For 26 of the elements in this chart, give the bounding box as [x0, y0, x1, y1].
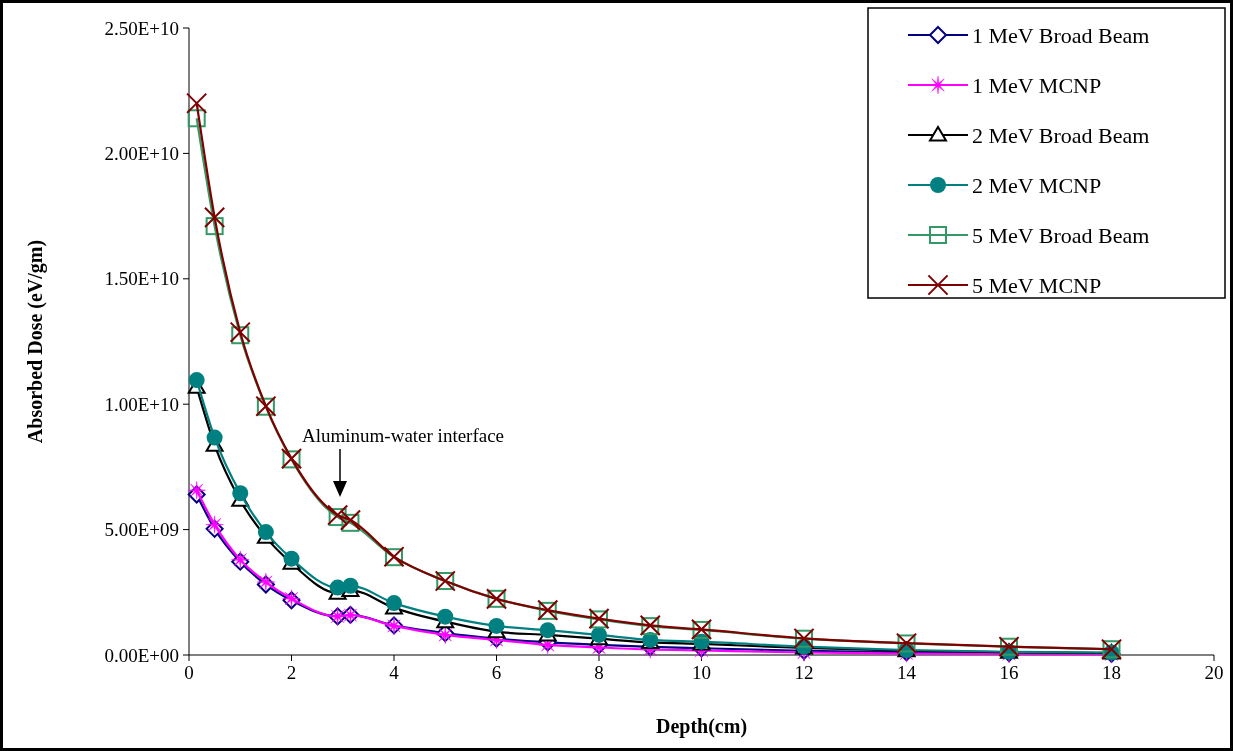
x-tick-label: 14 [897, 662, 917, 683]
legend-label: 5 MeV Broad Beam [972, 222, 1150, 248]
y-tick-label: 2.50E+10 [104, 17, 179, 39]
x-tick-label: 4 [389, 662, 400, 683]
x-tick-label: 2 [286, 662, 297, 683]
x-tick-label: 10 [692, 662, 711, 683]
x-tick-label: 20 [1204, 662, 1224, 683]
y-tick-label: 2.00E+10 [104, 143, 179, 165]
annotation: Aluminum-water interface [302, 425, 505, 446]
y-tick-label: 5.00E+09 [104, 519, 179, 541]
x-tick-label: 0 [184, 662, 194, 683]
x-tick-label: 8 [594, 662, 604, 683]
y-axis-title: Absorbed Dose (eV/gm) [24, 239, 47, 444]
y-tick-label: 1.00E+10 [104, 393, 179, 415]
x-tick-label: 6 [491, 662, 502, 683]
x-tick-label: 12 [794, 662, 814, 683]
legend-label: 1 MeV MCNP [972, 72, 1102, 98]
y-tick-label: 0.00E+00 [104, 644, 179, 666]
legend-label: 2 MeV MCNP [972, 172, 1102, 198]
x-tick-label: 16 [999, 662, 1019, 683]
legend-label: 5 MeV MCNP [972, 272, 1102, 298]
legend-label: 2 MeV Broad Beam [972, 122, 1150, 148]
y-tick-label: 1.50E+10 [104, 268, 179, 290]
legend-label: 1 MeV Broad Beam [972, 22, 1150, 48]
x-tick-label: 18 [1102, 662, 1121, 683]
x-axis-title: Depth(cm) [655, 715, 748, 738]
